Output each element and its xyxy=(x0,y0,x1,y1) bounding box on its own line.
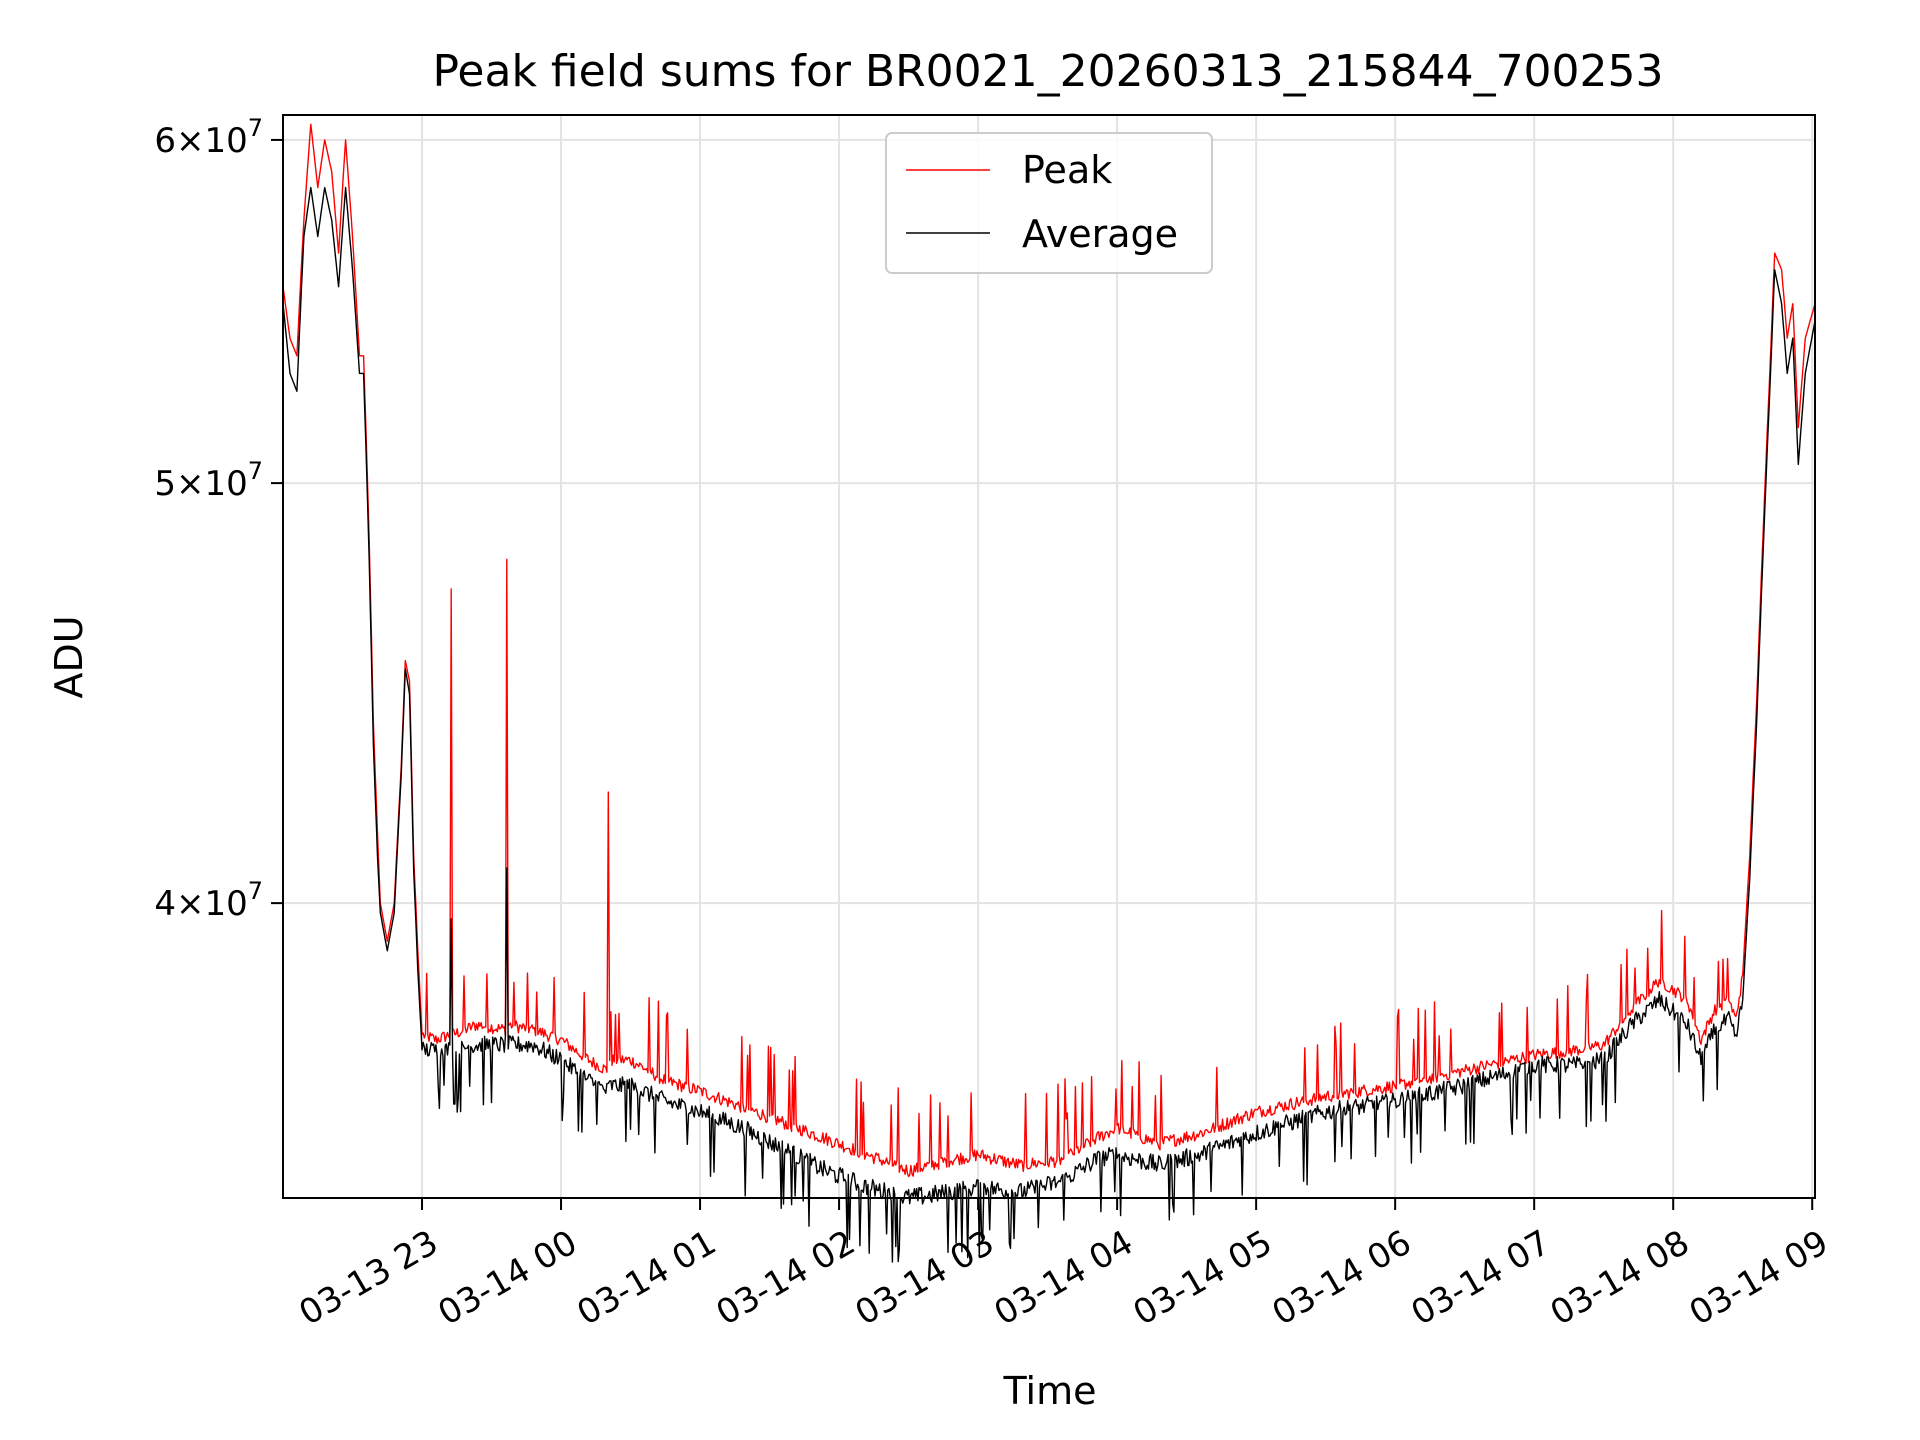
y-tick-label-exponent: 7 xyxy=(248,114,263,142)
x-tick-label: 03-14 07 xyxy=(1405,1223,1557,1334)
y-tick-label-exponent: 7 xyxy=(248,457,263,485)
y-tick-label-times: ×10 xyxy=(176,884,248,924)
x-tick-label: 03-14 06 xyxy=(1266,1223,1418,1334)
y-axis-label: ADU xyxy=(47,615,91,698)
legend: Peak Average xyxy=(885,132,1213,274)
x-tick-label: 03-14 09 xyxy=(1683,1223,1835,1334)
legend-box xyxy=(885,132,1213,274)
y-tick-label-times: ×10 xyxy=(176,464,248,504)
y-tick-label-base: 5 xyxy=(154,464,176,504)
x-tick-label: 03-14 02 xyxy=(710,1223,862,1334)
y-tick-label-times: ×10 xyxy=(176,121,248,161)
y-tick-label: 6×107 xyxy=(154,114,263,161)
series-peak-line xyxy=(282,123,1816,1178)
plot-frame xyxy=(282,114,1816,1199)
y-tick-label-base: 4 xyxy=(154,884,176,924)
x-tick-label: 03-14 00 xyxy=(432,1223,584,1334)
x-tick-label: 03-14 05 xyxy=(1127,1223,1279,1334)
legend-average-label: Average xyxy=(1022,212,1178,256)
x-tick-label: 03-14 03 xyxy=(849,1223,1001,1334)
chart-title: Peak field sums for BR0021_20260313_2158… xyxy=(432,46,1663,97)
series-average-line xyxy=(282,186,1816,1263)
y-tick-label: 5×107 xyxy=(154,457,263,504)
legend-peak-label: Peak xyxy=(1022,148,1112,192)
y-tick-label-base: 6 xyxy=(154,121,176,161)
x-tick-label: 03-14 01 xyxy=(571,1223,723,1334)
series-layer xyxy=(282,123,1816,1263)
y-tick-label: 4×107 xyxy=(154,877,263,924)
x-axis-label: Time xyxy=(1003,1369,1097,1413)
y-tick-label-exponent: 7 xyxy=(248,877,263,905)
x-tick-label: 03-13 23 xyxy=(293,1223,445,1334)
x-tick-label: 03-14 08 xyxy=(1544,1223,1696,1334)
